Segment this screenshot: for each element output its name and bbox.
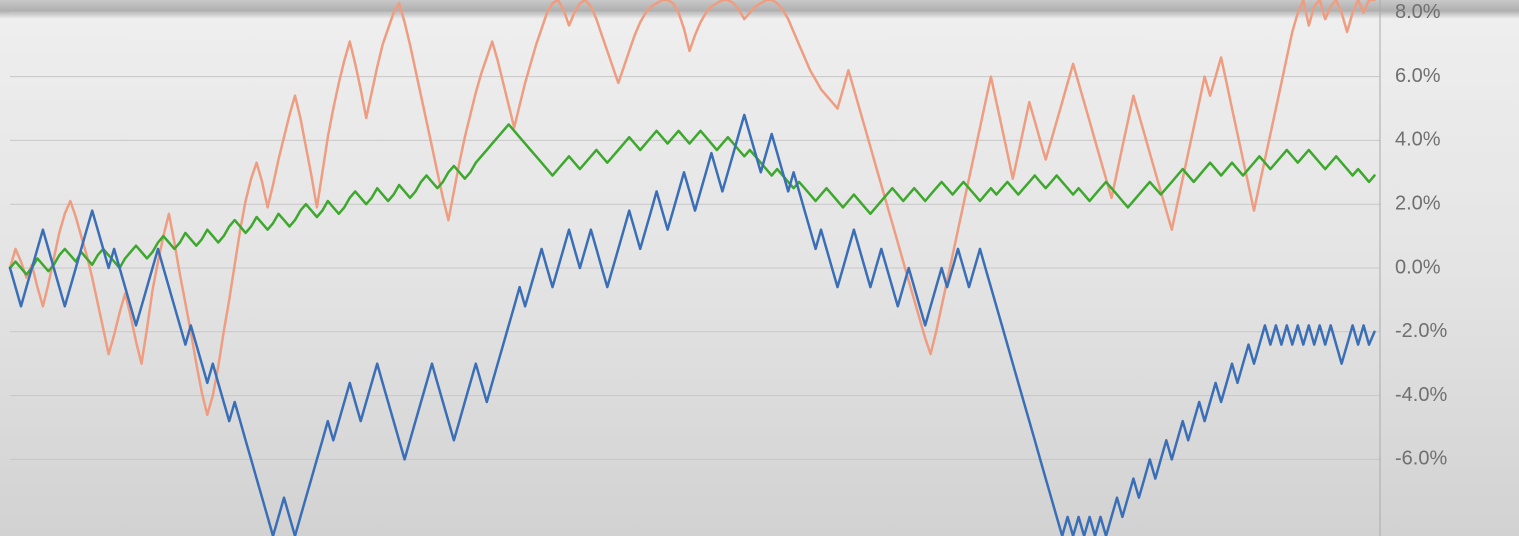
y-tick-label: -4.0% <box>1395 384 1447 406</box>
y-tick-label: 8.0% <box>1395 1 1441 23</box>
y-tick-label: 4.0% <box>1395 129 1441 151</box>
y-tick-label: 0.0% <box>1395 256 1441 278</box>
y-tick-label: -2.0% <box>1395 320 1447 342</box>
y-tick-label: 6.0% <box>1395 65 1441 87</box>
y-tick-label: 2.0% <box>1395 192 1441 214</box>
chart-container: 8.0% 6.0% 4.0% 2.0% 0.0% -2.0% -4.0% -6.0% <box>0 0 1519 536</box>
y-tick-label: -6.0% <box>1395 448 1447 470</box>
line-chart: 8.0% 6.0% 4.0% 2.0% 0.0% -2.0% -4.0% -6.0% <box>0 0 1519 536</box>
